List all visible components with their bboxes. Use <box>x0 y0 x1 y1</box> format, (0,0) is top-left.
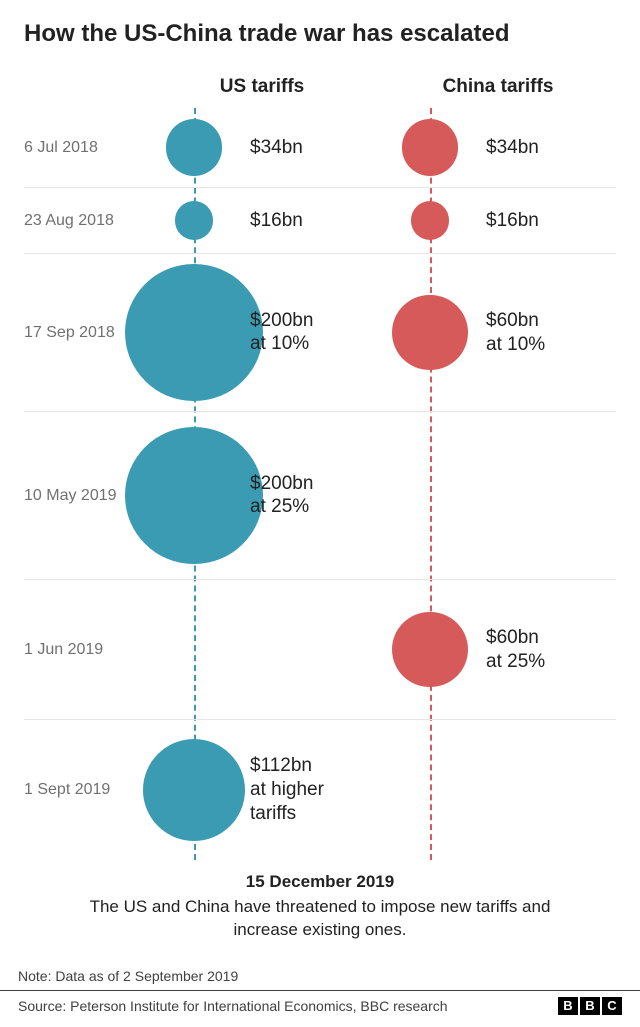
logo-letter: B <box>580 997 600 1015</box>
timeline: 6 Jul 2018 $34bn $34bn 23 Aug 2018 $16bn $16b… <box>24 108 616 860</box>
us-value-label: $112bn at higher tariffs <box>244 754 324 825</box>
china-cell: $34bn <box>380 119 616 176</box>
timeline-row: 1 Jun 2019 $60bn at 25% <box>24 580 616 720</box>
timeline-row: 10 May 2019$200bn at 25% <box>24 412 616 580</box>
china-bubble <box>411 201 450 240</box>
source-text: Source: Peterson Institute for Internati… <box>18 998 448 1014</box>
china-bubble <box>402 119 459 176</box>
china-value-label: $16bn <box>480 209 539 233</box>
data-note: Note: Data as of 2 September 2019 <box>0 962 640 991</box>
row-date: 1 Jun 2019 <box>24 641 144 659</box>
china-cell: $60bn at 25% <box>380 612 616 687</box>
footer-date: 15 December 2019 <box>84 872 556 892</box>
china-value-label: $60bn at 25% <box>480 626 545 674</box>
bbc-logo: B B C <box>558 997 622 1015</box>
china-cell: $16bn <box>380 201 616 240</box>
header-us: US tariffs <box>144 76 380 98</box>
us-bubble <box>175 201 214 240</box>
us-cell: $34bn <box>144 119 380 176</box>
header-china: China tariffs <box>380 76 616 98</box>
us-bubble <box>125 427 262 564</box>
logo-letter: B <box>558 997 578 1015</box>
us-bubble <box>125 264 262 401</box>
timeline-row: 6 Jul 2018 $34bn $34bn <box>24 108 616 188</box>
timeline-row: 17 Sep 2018$200bn at 10%$60bn at 10% <box>24 254 616 412</box>
china-value-label: $34bn <box>480 136 539 160</box>
column-headers: US tariffs China tariffs <box>24 76 616 98</box>
us-bubble <box>143 739 246 842</box>
row-date: 23 Aug 2018 <box>24 212 144 230</box>
us-cell: $16bn <box>144 201 380 240</box>
footer-text: The US and China have threatened to impo… <box>84 896 556 942</box>
china-bubble <box>392 295 467 370</box>
china-cell: $60bn at 10% <box>380 295 616 370</box>
us-value-label: $16bn <box>244 209 303 233</box>
logo-letter: C <box>602 997 622 1015</box>
us-value-label: $200bn at 25% <box>244 472 313 520</box>
source-row: Source: Peterson Institute for Internati… <box>0 991 640 1027</box>
timeline-row: 1 Sept 2019 $112bn at higher tariffs <box>24 720 616 860</box>
china-value-label: $60bn at 10% <box>480 309 545 357</box>
footer-block: 15 December 2019 The US and China have t… <box>24 860 616 962</box>
row-date: 6 Jul 2018 <box>24 139 144 157</box>
us-cell: $200bn at 25% <box>144 427 380 564</box>
us-cell: $112bn at higher tariffs <box>144 739 380 842</box>
us-value-label: $34bn <box>244 136 303 160</box>
chart-title: How the US-China trade war has escalated <box>24 20 616 48</box>
china-bubble <box>392 612 467 687</box>
us-cell: $200bn at 10% <box>144 264 380 401</box>
trade-war-infographic: How the US-China trade war has escalated… <box>0 0 640 962</box>
us-bubble <box>166 119 223 176</box>
us-value-label: $200bn at 10% <box>244 309 313 357</box>
timeline-row: 23 Aug 2018 $16bn $16bn <box>24 188 616 254</box>
row-date: 1 Sept 2019 <box>24 781 144 799</box>
